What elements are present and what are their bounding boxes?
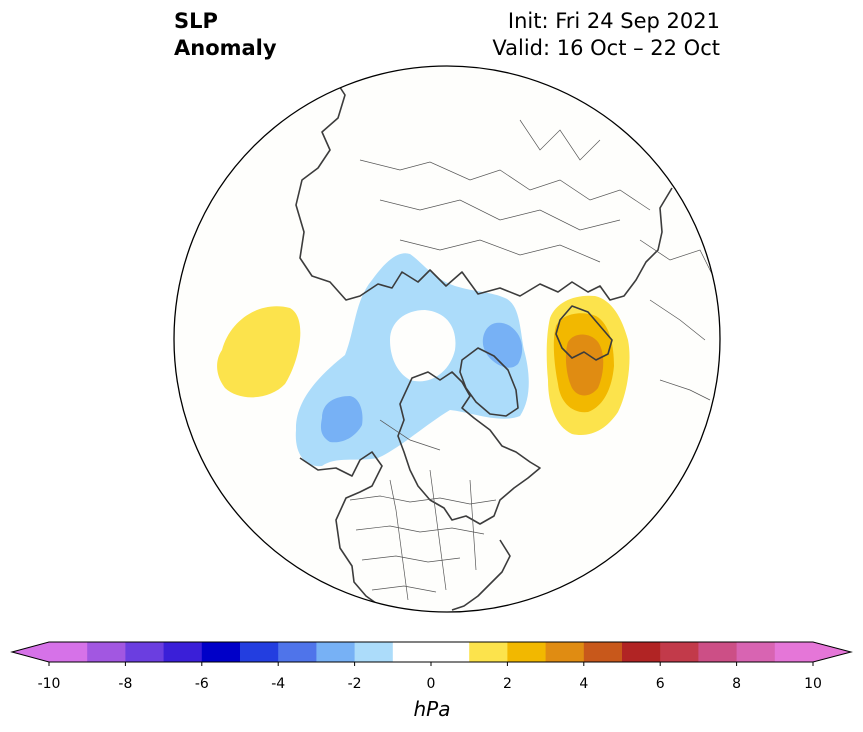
north-pacific-positive xyxy=(217,306,301,398)
map-background xyxy=(174,66,720,612)
colorbar-segment xyxy=(660,642,699,662)
europe-coastline xyxy=(555,305,613,361)
colorbar-extend-max xyxy=(813,642,851,662)
init-date: Init: Fri 24 Sep 2021 xyxy=(507,9,720,33)
colorbar-segment xyxy=(736,642,776,662)
north-america-borders xyxy=(349,419,497,601)
colorbar-segment xyxy=(125,642,165,662)
title-anomaly: Anomaly xyxy=(174,36,277,60)
colorbar-segment xyxy=(583,642,623,662)
valid-range: Valid: 16 Oct – 22 Oct xyxy=(492,36,720,60)
colorbar-tick-label: 2 xyxy=(503,676,512,692)
colorbar-tick-label: -4 xyxy=(271,676,285,692)
colorbar-segment xyxy=(240,642,279,662)
greenland-coastline xyxy=(459,347,519,417)
colorbar-segment xyxy=(698,642,738,662)
colorbar-segment xyxy=(507,642,547,662)
eurasia-arctic-coastline xyxy=(295,71,673,301)
colorbar-segment xyxy=(622,642,661,662)
colorbar-tick-label: 4 xyxy=(579,676,588,692)
colorbar-segment xyxy=(278,642,317,662)
colorbar-tick-label: -6 xyxy=(195,676,209,692)
colorbar-unit-label: hPa xyxy=(414,697,451,721)
title-variable: SLP xyxy=(174,9,218,33)
political-borders xyxy=(349,119,716,601)
east-america-coastline xyxy=(451,539,511,611)
canadian-archipelago-coastline xyxy=(397,371,541,525)
western-russia-positive-core xyxy=(565,334,604,396)
colorbar-ticks: -10 -8 -6 -4 -2 0 2 4 6 8 10 xyxy=(38,662,822,692)
colorbar-segment xyxy=(354,642,394,662)
asia-borders xyxy=(359,119,716,401)
map-title-left: SLP Anomaly xyxy=(174,8,277,62)
polar-map xyxy=(173,65,721,613)
colorbar-tick-label: 0 xyxy=(427,676,436,692)
greenland-negative-core xyxy=(482,322,523,368)
colorbar-tick-label: 8 xyxy=(732,676,741,692)
colorbar-segment xyxy=(392,642,432,662)
colorbar-tick-label: -2 xyxy=(348,676,362,692)
colorbar-segment xyxy=(316,642,356,662)
anomaly-layer xyxy=(217,253,630,467)
colorbar-tick-label: -8 xyxy=(118,676,132,692)
colorbar-tick-label: 6 xyxy=(656,676,665,692)
colorbar-segment xyxy=(201,642,241,662)
colorbar-segment xyxy=(469,642,508,662)
colorbar-segment xyxy=(87,642,126,662)
colorbar-extend-min xyxy=(12,642,49,662)
colorbar-tick-label: 10 xyxy=(804,676,822,692)
colorbar-tick-label: -10 xyxy=(38,676,61,692)
map-title-right: Init: Fri 24 Sep 2021 Valid: 16 Oct – 22… xyxy=(492,8,720,62)
colorbar xyxy=(10,641,853,663)
colorbar-segment xyxy=(49,642,88,662)
map-boundary xyxy=(173,65,721,613)
coastlines xyxy=(295,71,673,611)
north-america-coastline xyxy=(299,451,383,607)
colorbar-segment xyxy=(545,642,585,662)
colorbar-segment xyxy=(431,642,470,662)
alaska-negative-core xyxy=(320,396,363,443)
colorbar-segment xyxy=(774,642,814,662)
colorbar-segment xyxy=(163,642,203,662)
